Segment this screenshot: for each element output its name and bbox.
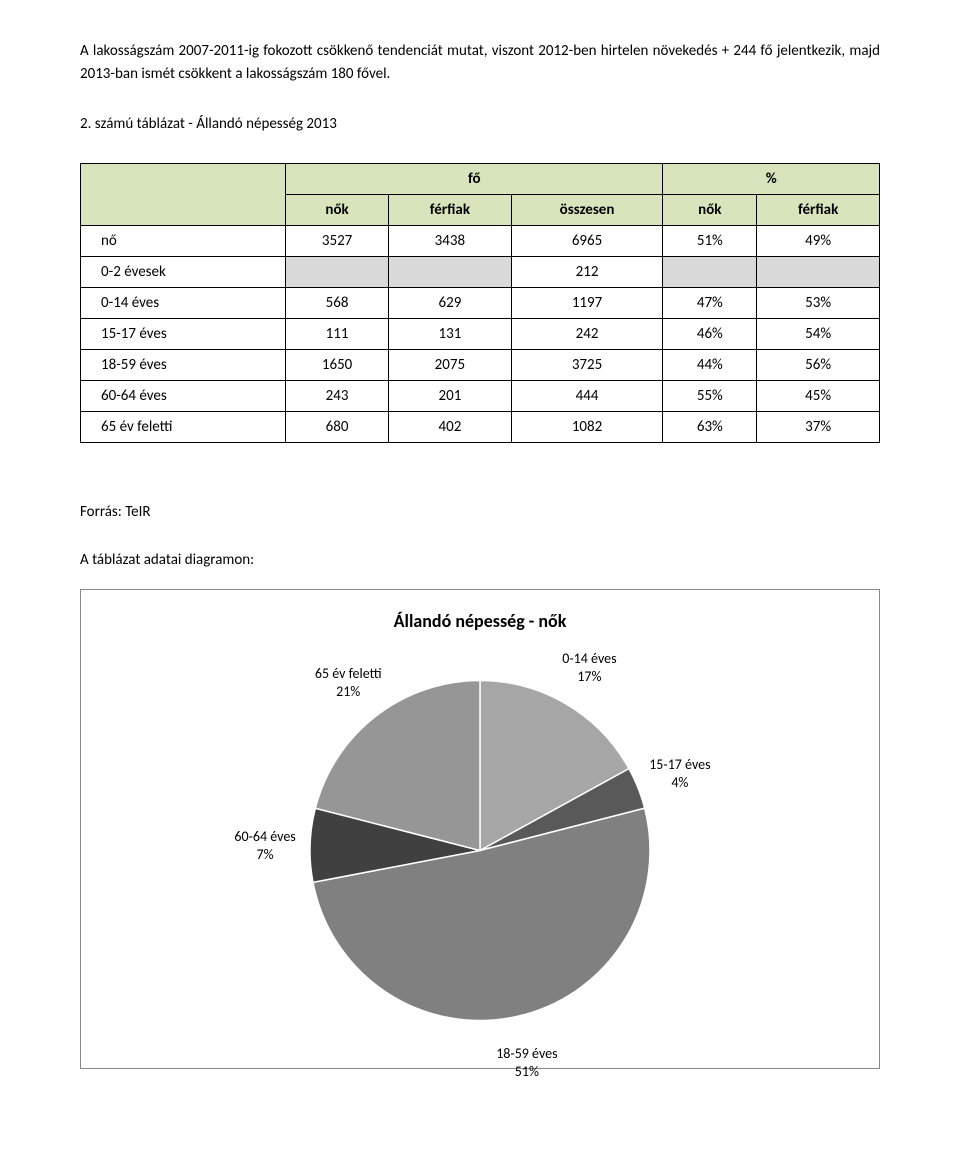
table-cell: 1197 bbox=[511, 288, 663, 319]
col-header-ferfiak: férfiak bbox=[389, 195, 512, 226]
pie-slice-label: 65 év feletti21% bbox=[315, 665, 382, 701]
table-cell: 568 bbox=[286, 288, 389, 319]
table-cell: 2075 bbox=[389, 350, 512, 381]
group-header-fo: fő bbox=[286, 164, 663, 195]
table-cell: 111 bbox=[286, 319, 389, 350]
col-header-osszesen: összesen bbox=[511, 195, 663, 226]
table-cell: 131 bbox=[389, 319, 512, 350]
table-cell: 402 bbox=[389, 412, 512, 443]
table-cell: 680 bbox=[286, 412, 389, 443]
table-row: 60-64 éves24320144455%45% bbox=[81, 381, 880, 412]
table-cell: 1082 bbox=[511, 412, 663, 443]
table-cell: 55% bbox=[663, 381, 757, 412]
table-cell: 46% bbox=[663, 319, 757, 350]
col-header-nok-pct: nők bbox=[663, 195, 757, 226]
table-row: 0-2 évesek 212 bbox=[81, 257, 880, 288]
table-cell bbox=[389, 257, 512, 288]
table-cell: 53% bbox=[757, 288, 880, 319]
table-row: 15-17 éves11113124246%54% bbox=[81, 319, 880, 350]
intro-paragraph: A lakosságszám 2007-2011-ig fokozott csö… bbox=[80, 40, 880, 85]
diagram-caption: A táblázat adatai diagramon: bbox=[80, 551, 880, 569]
table-cell: 54% bbox=[757, 319, 880, 350]
table-cell: 15-17 éves bbox=[81, 319, 286, 350]
table-cell: 44% bbox=[663, 350, 757, 381]
table-cell: 1650 bbox=[286, 350, 389, 381]
table-cell: 3438 bbox=[389, 226, 512, 257]
table-row: 65 év feletti680402108263%37% bbox=[81, 412, 880, 443]
pie-svg bbox=[310, 680, 650, 1020]
table-row: 0-14 éves568629119747%53% bbox=[81, 288, 880, 319]
table-title: 2. számú táblázat - Állandó népesség 201… bbox=[80, 115, 880, 133]
table-cell: 49% bbox=[757, 226, 880, 257]
table-cell: 0-14 éves bbox=[81, 288, 286, 319]
table-cell: 65 év feletti bbox=[81, 412, 286, 443]
table-cell: nő bbox=[81, 226, 286, 257]
col-header-nok: nők bbox=[286, 195, 389, 226]
table-cell: 243 bbox=[286, 381, 389, 412]
table-cell: 60-64 éves bbox=[81, 381, 286, 412]
table-cell: 242 bbox=[511, 319, 663, 350]
table-cell: 3725 bbox=[511, 350, 663, 381]
table-cell: 201 bbox=[389, 381, 512, 412]
col-header-ferfiak-pct: férfiak bbox=[757, 195, 880, 226]
table-cell: 444 bbox=[511, 381, 663, 412]
table-cell: 63% bbox=[663, 412, 757, 443]
population-table: fő % nők férfiak összesen nők férfiak nő… bbox=[80, 163, 880, 443]
table-cell: 51% bbox=[663, 226, 757, 257]
table-cell: 3527 bbox=[286, 226, 389, 257]
pie-slice-label: 15-17 éves4% bbox=[649, 756, 710, 792]
table-cell bbox=[663, 257, 757, 288]
table-cell: 37% bbox=[757, 412, 880, 443]
table-corner-cell bbox=[81, 164, 286, 226]
pie-slice-label: 60-64 éves7% bbox=[234, 828, 295, 864]
pie-slice-label: 18-59 éves51% bbox=[496, 1045, 557, 1081]
table-cell bbox=[286, 257, 389, 288]
table-row: nő35273438696551%49% bbox=[81, 226, 880, 257]
pie-chart bbox=[310, 680, 650, 1025]
table-cell: 6965 bbox=[511, 226, 663, 257]
table-cell: 45% bbox=[757, 381, 880, 412]
pie-chart-container: Állandó népesség - nők 0-14 éves17% 15-17… bbox=[80, 589, 880, 1069]
table-cell: 212 bbox=[511, 257, 663, 288]
table-cell: 0-2 évesek bbox=[81, 257, 286, 288]
pie-chart-title: Állandó népesség - nők bbox=[81, 610, 879, 632]
table-row: 18-59 éves16502075372544%56% bbox=[81, 350, 880, 381]
table-cell: 18-59 éves bbox=[81, 350, 286, 381]
source-label: Forrás: TeIR bbox=[80, 503, 880, 521]
table-cell bbox=[757, 257, 880, 288]
pie-slice-label: 0-14 éves17% bbox=[562, 650, 616, 686]
table-cell: 629 bbox=[389, 288, 512, 319]
table-cell: 47% bbox=[663, 288, 757, 319]
group-header-pct: % bbox=[663, 164, 880, 195]
table-cell: 56% bbox=[757, 350, 880, 381]
